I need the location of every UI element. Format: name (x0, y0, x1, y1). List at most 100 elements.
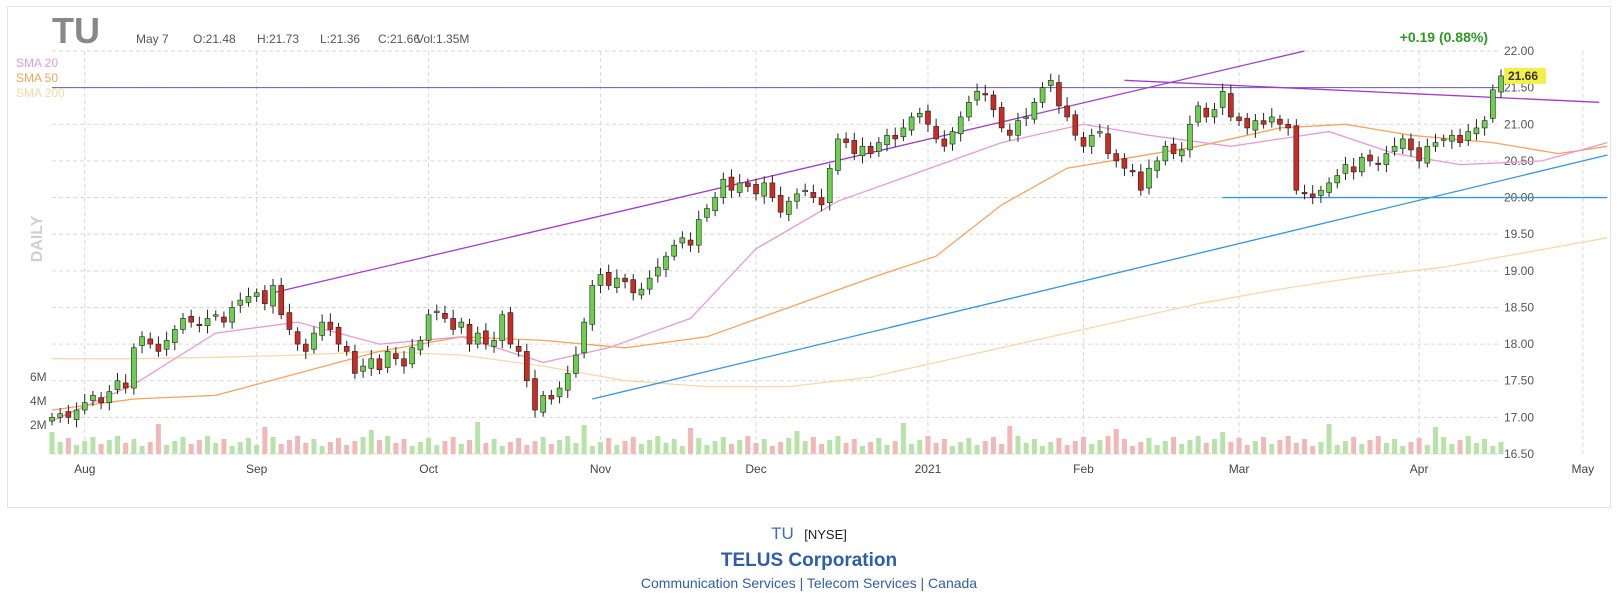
candle-body (1088, 134, 1095, 147)
candle-body (425, 314, 432, 341)
volume-tick-label: 6M (30, 370, 47, 384)
candle-body (712, 197, 718, 212)
candle-body (180, 318, 186, 330)
candle-body (1146, 167, 1152, 189)
volume-tick-label: 4M (30, 394, 47, 408)
volume-bar (859, 446, 865, 454)
candle-body (1309, 193, 1316, 198)
volume-bar (336, 438, 342, 454)
volume-bar (1138, 442, 1144, 454)
candle-body (1268, 116, 1275, 123)
candle-body (794, 193, 800, 202)
volume-bar (237, 442, 243, 454)
volume-bar (1064, 445, 1070, 454)
candle-body (491, 340, 497, 347)
candle-body (368, 358, 375, 369)
volume-bar (597, 442, 603, 454)
volume-bar (123, 443, 129, 454)
volume-bar (1473, 443, 1479, 454)
volume-bar (1375, 436, 1381, 454)
candle-body (245, 296, 252, 303)
candle-body (843, 138, 849, 143)
country-link[interactable]: Canada (928, 575, 978, 591)
candle-body (564, 373, 571, 391)
candle-body (335, 326, 342, 345)
footer-ticker-link[interactable]: TU (771, 524, 794, 543)
volume-bar (1048, 442, 1054, 454)
candle-body (1326, 182, 1332, 193)
candle-body (745, 182, 751, 187)
candle-body (1367, 154, 1373, 162)
candle-body (1121, 158, 1128, 169)
candle-body (614, 277, 620, 288)
candle-body (1129, 170, 1136, 173)
candle-body (474, 332, 481, 345)
volume-bar (499, 446, 505, 454)
sma-legend-label: SMA 200 (16, 86, 65, 100)
volume-bar (704, 445, 710, 454)
volume-bar (917, 440, 923, 454)
candle-body (384, 351, 391, 368)
volume-bar (663, 443, 669, 454)
volume-bar (1105, 436, 1111, 454)
candle-body (122, 382, 129, 389)
volume-bar (565, 436, 571, 454)
industry-link[interactable]: Telecom Services (806, 575, 917, 591)
volume-bar (1433, 427, 1439, 454)
volume-bar (851, 439, 857, 454)
volume-bar (786, 438, 792, 454)
candle-body (1187, 123, 1193, 151)
candle-body (867, 145, 874, 154)
volume-bar (1015, 436, 1021, 454)
x-tick-label: Dec (745, 462, 766, 476)
candle-body (1481, 120, 1488, 129)
volume-bar (1285, 436, 1291, 454)
volume-bar (1490, 446, 1496, 454)
candle-body (687, 239, 694, 246)
x-tick-label: Mar (1229, 462, 1250, 476)
volume-bar (360, 437, 366, 454)
candle-body (212, 314, 219, 317)
volume-bar (1342, 441, 1348, 454)
sector-link[interactable]: Communication Services (640, 575, 796, 591)
volume-bar (1097, 440, 1103, 454)
volume-bar (1023, 443, 1029, 454)
volume-bar (614, 445, 620, 454)
candle-body (1154, 160, 1160, 171)
volume-bar (819, 444, 825, 454)
candle-body (1113, 153, 1120, 162)
candle-body (941, 138, 948, 147)
volume-bar (982, 441, 988, 454)
volume-bar (295, 436, 301, 454)
price-chart: 22.0021.5021.0020.5020.0019.5019.0018.50… (16, 10, 1608, 476)
candle-body (147, 338, 154, 345)
volume-bar (1179, 444, 1185, 454)
volume-bar (90, 437, 96, 454)
volume-bar (442, 441, 448, 454)
candle-body (761, 182, 768, 197)
volume-bar (1359, 444, 1365, 454)
y-tick-label: 20.50 (1504, 154, 1534, 168)
candle-body (982, 93, 989, 96)
ohlc-value: H:21.73 (257, 32, 299, 46)
candle-body (597, 274, 604, 286)
sma-legend-label: SMA 20 (16, 56, 58, 70)
x-tick-label: Nov (590, 462, 611, 476)
y-tick-label: 19.00 (1504, 264, 1534, 278)
volume-bar (139, 446, 145, 454)
candle-body (57, 413, 63, 418)
volume-bar (958, 442, 964, 454)
candle-body (1097, 131, 1103, 134)
volume-bar (737, 440, 743, 454)
candle-body (237, 299, 244, 306)
candle-body (818, 197, 825, 206)
volume-bar (794, 431, 800, 454)
x-tick-label: Apr (1410, 462, 1429, 476)
candle-body (450, 318, 456, 330)
candle-body (1424, 145, 1431, 164)
volume-bar (1121, 439, 1127, 454)
candle-body (581, 321, 587, 354)
candle-body (1334, 175, 1341, 184)
volume-bar (1244, 445, 1250, 454)
candle-body (417, 340, 424, 351)
